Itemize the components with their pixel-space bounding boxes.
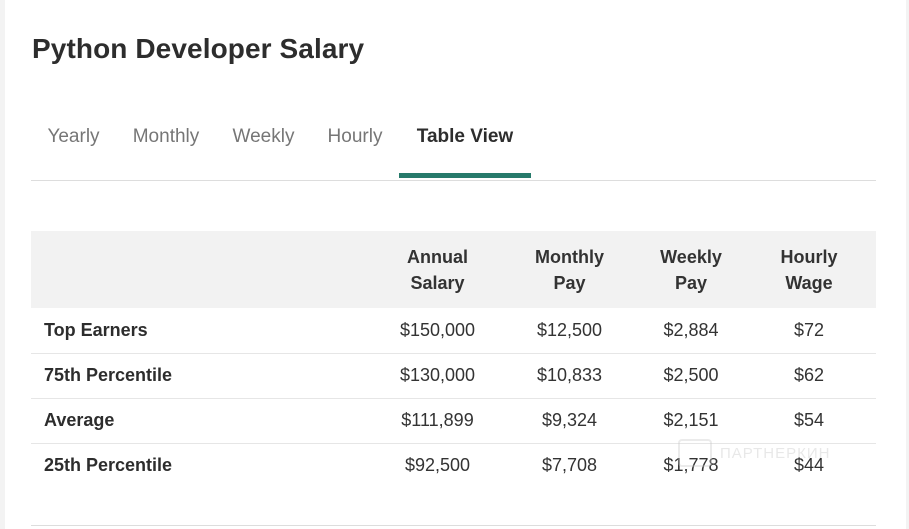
row-label: Average xyxy=(44,410,115,430)
header-hourly-line2: Wage xyxy=(785,272,833,293)
cell-annual: $130,000 xyxy=(399,365,476,385)
table-header-row: Annual Salary Monthly Pay Weekly Pay Hou… xyxy=(31,231,876,308)
frame-edge-left xyxy=(0,0,5,529)
cell-monthly: $9,324 xyxy=(541,410,598,430)
header-monthly-line2: Pay xyxy=(553,272,586,293)
tab-weekly[interactable]: Weekly xyxy=(232,126,295,147)
watermark-text: ПАРТНЕРКИН xyxy=(720,444,831,462)
watermark: ПАРТНЕРКИН xyxy=(678,438,830,468)
header-monthly-line1: Monthly xyxy=(535,246,604,267)
cell-annual: $111,899 xyxy=(401,410,474,430)
page-title: Python Developer Salary xyxy=(32,33,365,64)
tab-yearly[interactable]: Yearly xyxy=(47,126,100,147)
row-label: Top Earners xyxy=(44,319,148,340)
header-monthly-pay: Monthly Pay xyxy=(499,231,640,308)
cell-weekly: $2,151 xyxy=(663,410,719,430)
header-label-column xyxy=(31,231,376,308)
cell-monthly: $10,833 xyxy=(536,365,603,385)
tab-monthly[interactable]: Monthly xyxy=(132,126,200,147)
cell-weekly: $2,884 xyxy=(663,319,719,340)
cell-weekly: $1,778 xyxy=(663,455,719,476)
row-label: 75th Percentile xyxy=(44,365,173,385)
bottom-divider xyxy=(31,525,876,526)
cell-hourly: $44 xyxy=(793,455,825,476)
cell-hourly: $62 xyxy=(793,365,825,385)
period-tabs: Yearly Monthly Weekly Hourly Table View xyxy=(31,112,876,181)
frame-edge-right xyxy=(906,0,909,529)
table-row: Top Earners $150,000 $12,500 $2,884 $72 xyxy=(31,308,876,353)
watermark-logo-icon xyxy=(678,439,712,467)
row-label: 25th Percentile xyxy=(44,455,173,476)
header-hourly-wage: Hourly Wage xyxy=(742,231,876,308)
header-weekly-pay: Weekly Pay xyxy=(640,231,742,308)
cell-hourly: $54 xyxy=(793,410,825,430)
salary-table: Annual Salary Monthly Pay Weekly Pay Hou… xyxy=(31,231,876,488)
table-row: 75th Percentile $130,000 $10,833 $2,500 … xyxy=(31,353,876,398)
cell-annual: $92,500 xyxy=(404,455,471,476)
table-row: Average $111,899 $9,324 $2,151 $54 xyxy=(31,398,876,443)
header-annual-salary: Annual Salary xyxy=(376,231,499,308)
tab-table-view[interactable]: Table View xyxy=(399,112,531,178)
table-row: 25th Percentile $92,500 $7,708 $1,778 $4… xyxy=(31,443,876,488)
header-hourly-line1: Hourly xyxy=(780,246,838,267)
header-annual-line2: Salary xyxy=(410,272,465,293)
tab-hourly[interactable]: Hourly xyxy=(327,126,383,147)
cell-monthly: $7,708 xyxy=(541,455,598,476)
cell-weekly: $2,500 xyxy=(663,365,719,385)
cell-monthly: $12,500 xyxy=(536,319,603,340)
cell-annual: $150,000 xyxy=(399,319,476,340)
header-annual-line1: Annual xyxy=(407,246,468,267)
header-weekly-line2: Pay xyxy=(674,272,708,293)
cell-hourly: $72 xyxy=(793,319,825,340)
header-weekly-line1: Weekly xyxy=(660,246,722,267)
